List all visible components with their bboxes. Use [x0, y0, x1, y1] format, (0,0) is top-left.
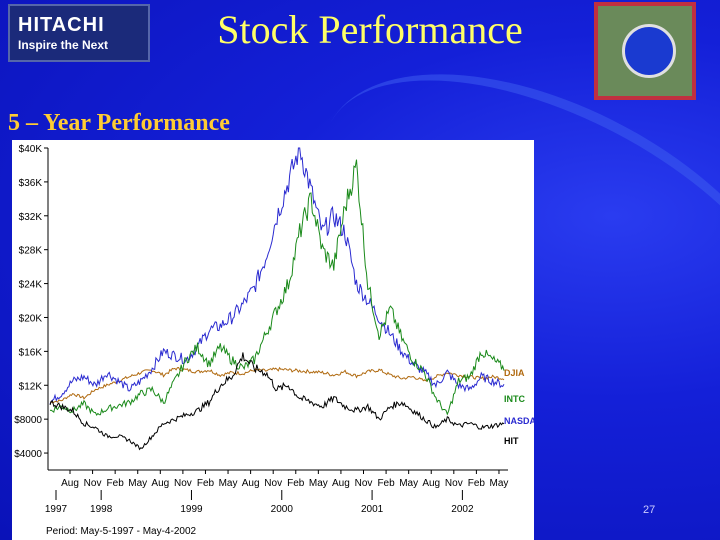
- series-line-intc: [49, 159, 505, 417]
- year-label: 1999: [180, 504, 203, 515]
- y-tick-label: $24K: [19, 280, 43, 291]
- slide-subtitle: 5 – Year Performance: [8, 110, 230, 136]
- year-label: 2002: [451, 504, 474, 515]
- y-tick-label: $8000: [14, 415, 42, 426]
- intel-chip-icon: [594, 2, 696, 100]
- x-tick-label: Nov: [445, 478, 463, 489]
- x-tick-label: May: [309, 478, 328, 489]
- legend-nasdaq: NASDAQ: [504, 416, 534, 426]
- x-tick-label: May: [490, 478, 509, 489]
- legend-intc: INTC: [504, 394, 525, 404]
- x-tick-label: Nov: [264, 478, 282, 489]
- x-tick-label: Feb: [107, 478, 125, 489]
- x-tick-label: Aug: [422, 478, 440, 489]
- y-tick-label: $40K: [19, 144, 43, 155]
- period-label: Period: May-5-1997 - May-4-2002: [46, 526, 197, 537]
- logo-tagline: Inspire the Next: [18, 38, 109, 52]
- legend-djia: DJIA: [504, 368, 525, 378]
- year-label: 2000: [271, 504, 294, 515]
- x-tick-label: May: [219, 478, 238, 489]
- series-line-hit: [49, 352, 505, 451]
- year-label: 2001: [361, 504, 384, 515]
- y-tick-label: $20K: [19, 313, 43, 324]
- hitachi-logo: HITACHI Inspire the Next: [8, 4, 150, 62]
- x-tick-label: May: [399, 478, 418, 489]
- stock-chart: $4000 $8000 $12K $16K $20K $24K $28K $32K $36K $4…: [12, 140, 534, 540]
- slide-title: Stock Performance: [217, 7, 523, 52]
- page-number: 27: [643, 504, 656, 516]
- logo-text: HITACHI: [18, 14, 105, 36]
- y-tick-label: $32K: [19, 212, 43, 223]
- x-tick-label: Aug: [61, 478, 79, 489]
- y-tick-label: $36K: [19, 178, 43, 189]
- chip-logo-icon: [622, 24, 676, 78]
- x-tick-label: May: [128, 478, 147, 489]
- x-tick-label: Feb: [377, 478, 395, 489]
- y-tick-label: $28K: [19, 246, 43, 257]
- x-tick-label: Aug: [242, 478, 260, 489]
- x-tick-label: Nov: [355, 478, 373, 489]
- y-tick-label: $16K: [19, 347, 43, 358]
- legend-hit: HIT: [504, 436, 519, 446]
- x-tick-label: Feb: [287, 478, 305, 489]
- x-tick-label: Feb: [468, 478, 486, 489]
- series-line-nasdaq: [49, 147, 505, 405]
- x-tick-label: Nov: [84, 478, 102, 489]
- y-tick-label: $12K: [19, 381, 43, 392]
- x-tick-label: Nov: [174, 478, 192, 489]
- x-tick-label: Feb: [197, 478, 215, 489]
- x-tick-label: Aug: [332, 478, 350, 489]
- year-label: 1998: [90, 504, 113, 515]
- year-label: 1997: [45, 504, 68, 515]
- y-tick-label: $4000: [14, 449, 42, 460]
- x-tick-label: Aug: [151, 478, 169, 489]
